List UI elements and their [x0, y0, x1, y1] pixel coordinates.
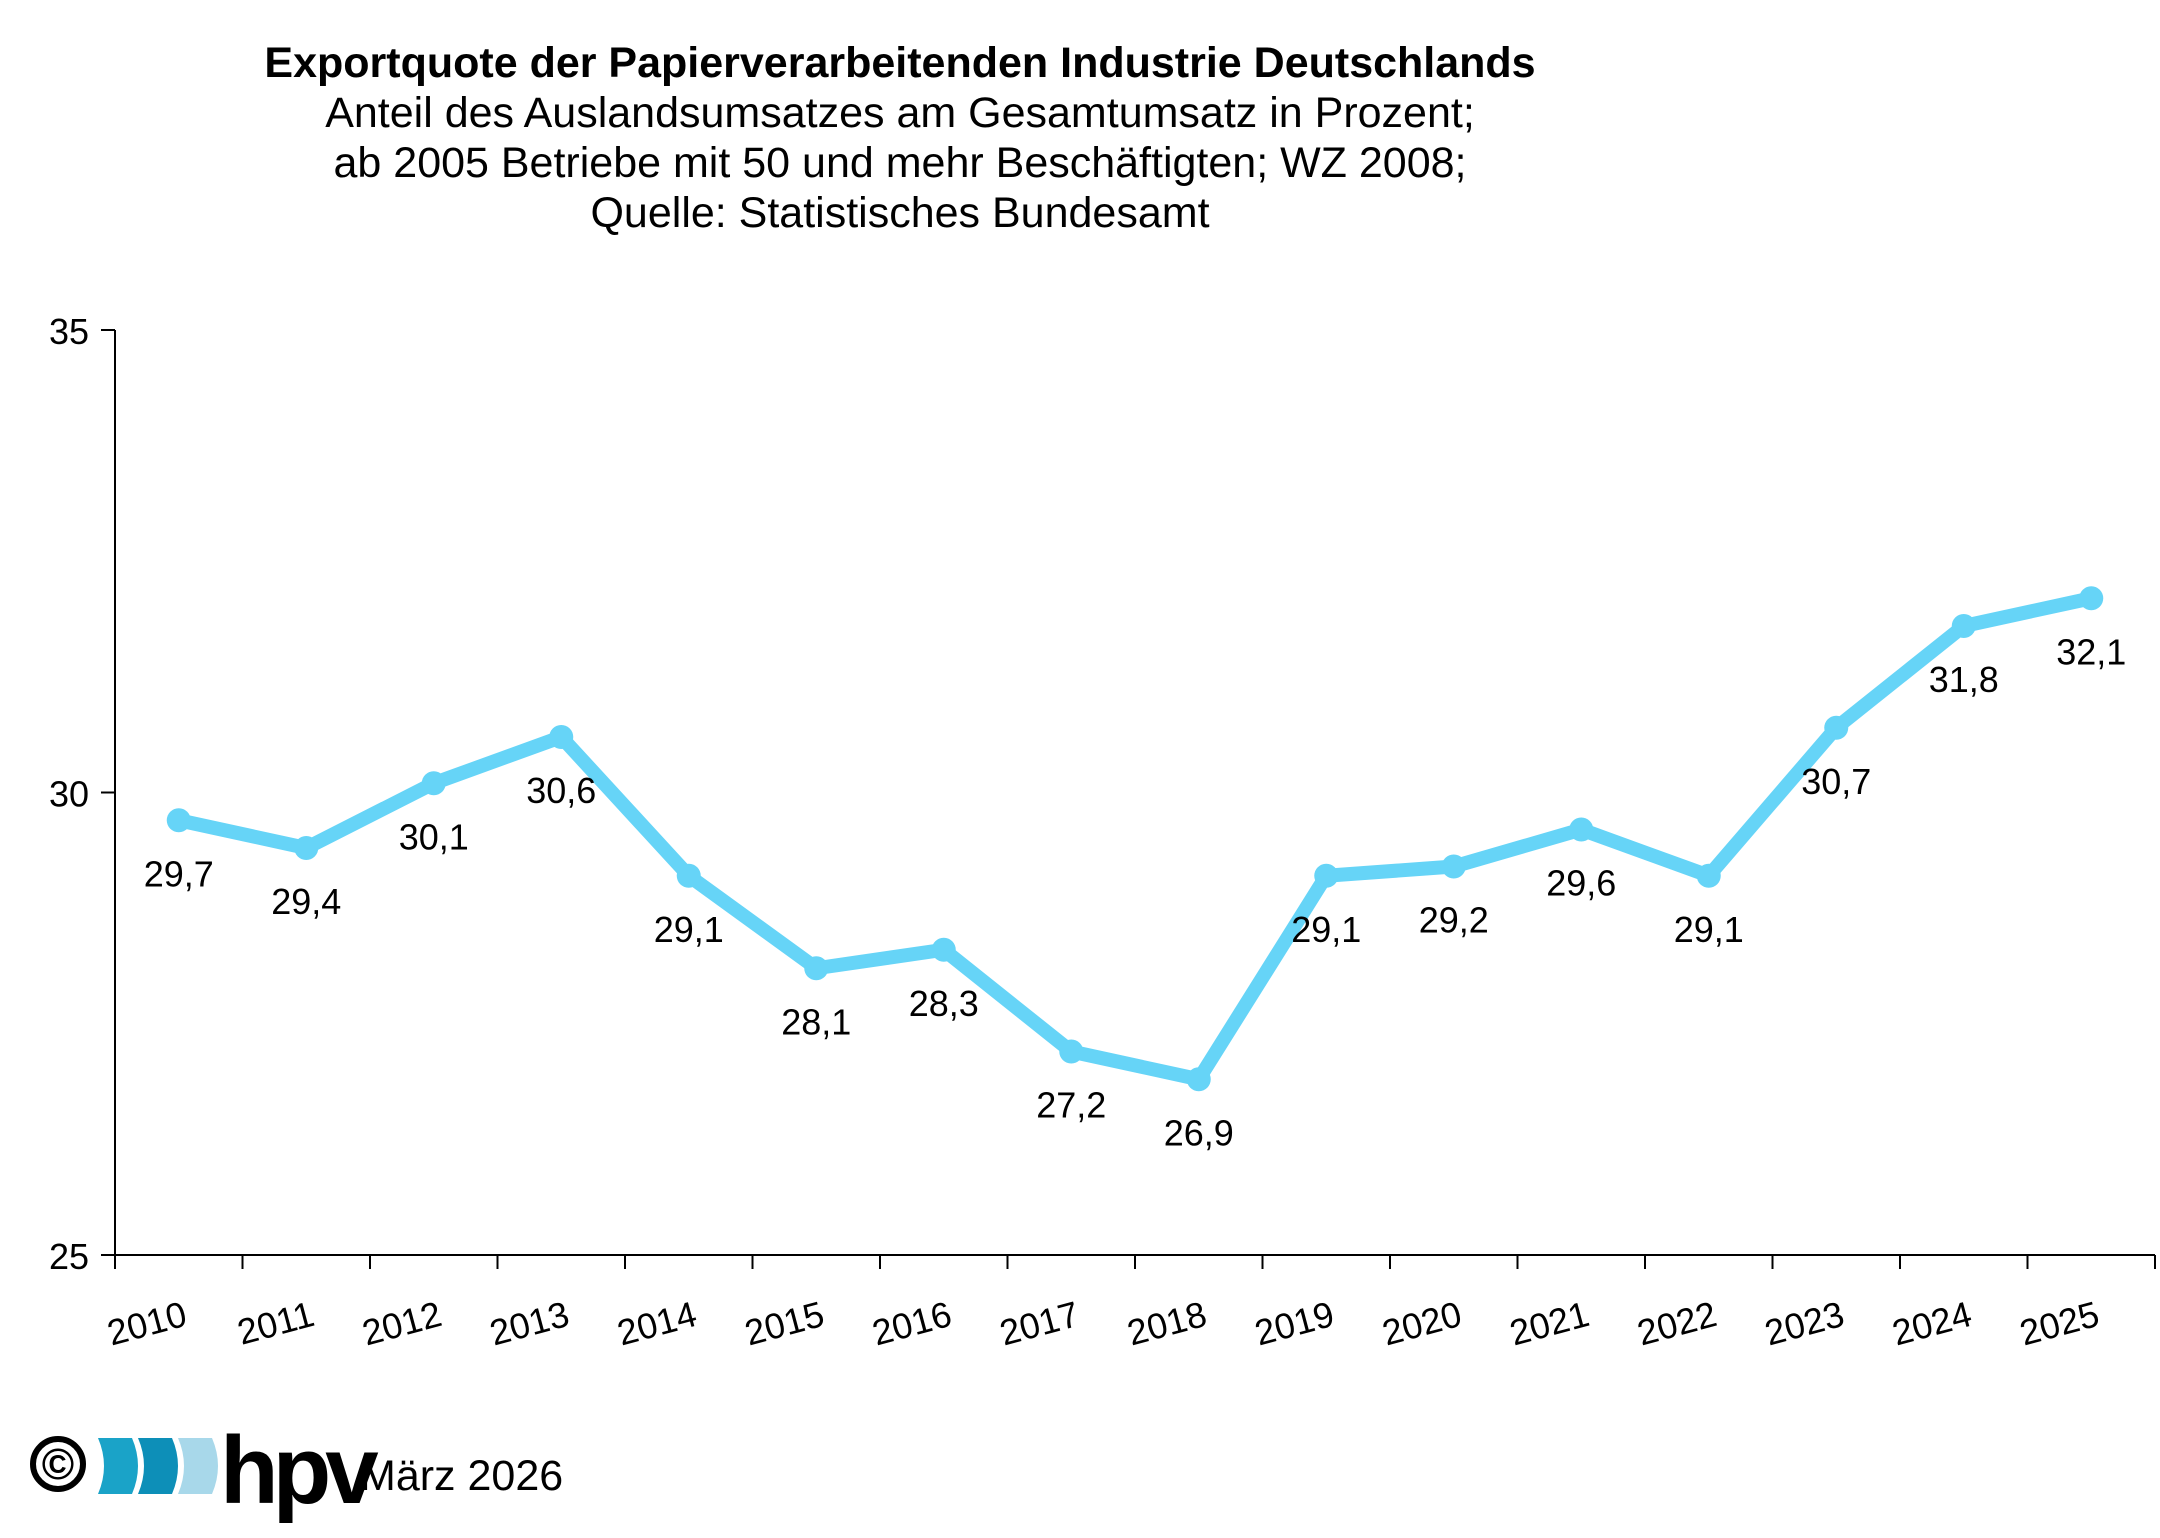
data-label: 28,1: [781, 1001, 851, 1042]
chart-subtitle-line-2: ab 2005 Betriebe mit 50 und mehr Beschäf…: [333, 139, 1467, 187]
x-tick-label: 2011: [233, 1293, 318, 1353]
x-tick-label: 2020: [1378, 1293, 1466, 1353]
data-point: [1314, 863, 1339, 888]
data-point: [421, 771, 446, 796]
data-point: [1186, 1067, 1211, 1092]
x-tick-label: 2022: [1633, 1293, 1721, 1353]
x-tick-label: 2021: [1505, 1293, 1593, 1353]
chart-subtitle-line-1: Anteil des Auslandsumsatzes am Gesamtums…: [325, 89, 1475, 137]
data-point: [1696, 863, 1721, 888]
data-label: 31,8: [1929, 659, 1999, 700]
hpv-logo-icon: [98, 1438, 218, 1494]
data-point: [804, 956, 829, 981]
data-label: 32,1: [2056, 631, 2126, 672]
x-tick-label: 2019: [1250, 1293, 1338, 1353]
data-point: [166, 808, 191, 833]
x-tick-label: 2016: [868, 1293, 956, 1353]
data-point: [1824, 715, 1849, 740]
x-tick-label: 2018: [1123, 1293, 1211, 1353]
data-label: 30,6: [526, 770, 596, 811]
chart-subtitle-line-3: Quelle: Statistisches Bundesamt: [590, 189, 1210, 237]
data-point: [2079, 586, 2104, 611]
data-point: [676, 863, 701, 888]
chart-titles: Exportquote der Papierverarbeitenden Ind…: [0, 38, 1800, 238]
data-label: 29,1: [1291, 909, 1361, 950]
data-label: 30,1: [399, 816, 469, 857]
data-point: [1951, 614, 1976, 638]
data-label: 29,2: [1419, 900, 1489, 941]
data-point: [1441, 854, 1466, 879]
x-tick-label: 2025: [2015, 1293, 2103, 1353]
x-tick-label: 2012: [358, 1293, 446, 1353]
data-point: [1059, 1039, 1084, 1064]
x-tick-label: 2010: [103, 1293, 191, 1353]
data-label: 30,7: [1801, 761, 1871, 802]
x-tick-label: 2017: [995, 1293, 1083, 1353]
footer-date: März 2026: [360, 1452, 564, 1500]
data-label: 29,1: [654, 909, 724, 950]
data-point: [1569, 817, 1594, 842]
x-tick-label: 2015: [740, 1293, 828, 1353]
copyright-icon: ©: [30, 1436, 86, 1492]
data-point: [549, 725, 574, 749]
x-tick-label: 2014: [613, 1293, 701, 1353]
data-label: 29,6: [1546, 863, 1616, 904]
y-tick-label: 30: [49, 774, 89, 815]
x-tick-label: 2013: [485, 1293, 573, 1353]
data-label: 29,7: [144, 853, 214, 894]
series-line: [171, 591, 2099, 1087]
y-tick-label: 25: [49, 1236, 89, 1277]
x-tick-label: 2024: [1888, 1293, 1976, 1353]
hpv-logo-text: hpv: [220, 1417, 379, 1524]
data-label: 26,9: [1164, 1112, 1234, 1153]
chart-title: Exportquote der Papierverarbeitenden Ind…: [264, 39, 1536, 87]
y-tick-label: 35: [49, 311, 89, 352]
data-label: 29,4: [271, 881, 341, 922]
data-label: 27,2: [1036, 1085, 1106, 1126]
data-point: [294, 836, 319, 860]
line-chart: 25 30 35 2010 2011 2012 2013 2014 2015 2016 2017 20…: [49, 311, 2156, 1353]
x-tick-label: 2023: [1760, 1293, 1848, 1353]
data-label: 29,1: [1674, 909, 1744, 950]
data-point: [931, 937, 956, 962]
data-label: 28,3: [909, 983, 979, 1024]
